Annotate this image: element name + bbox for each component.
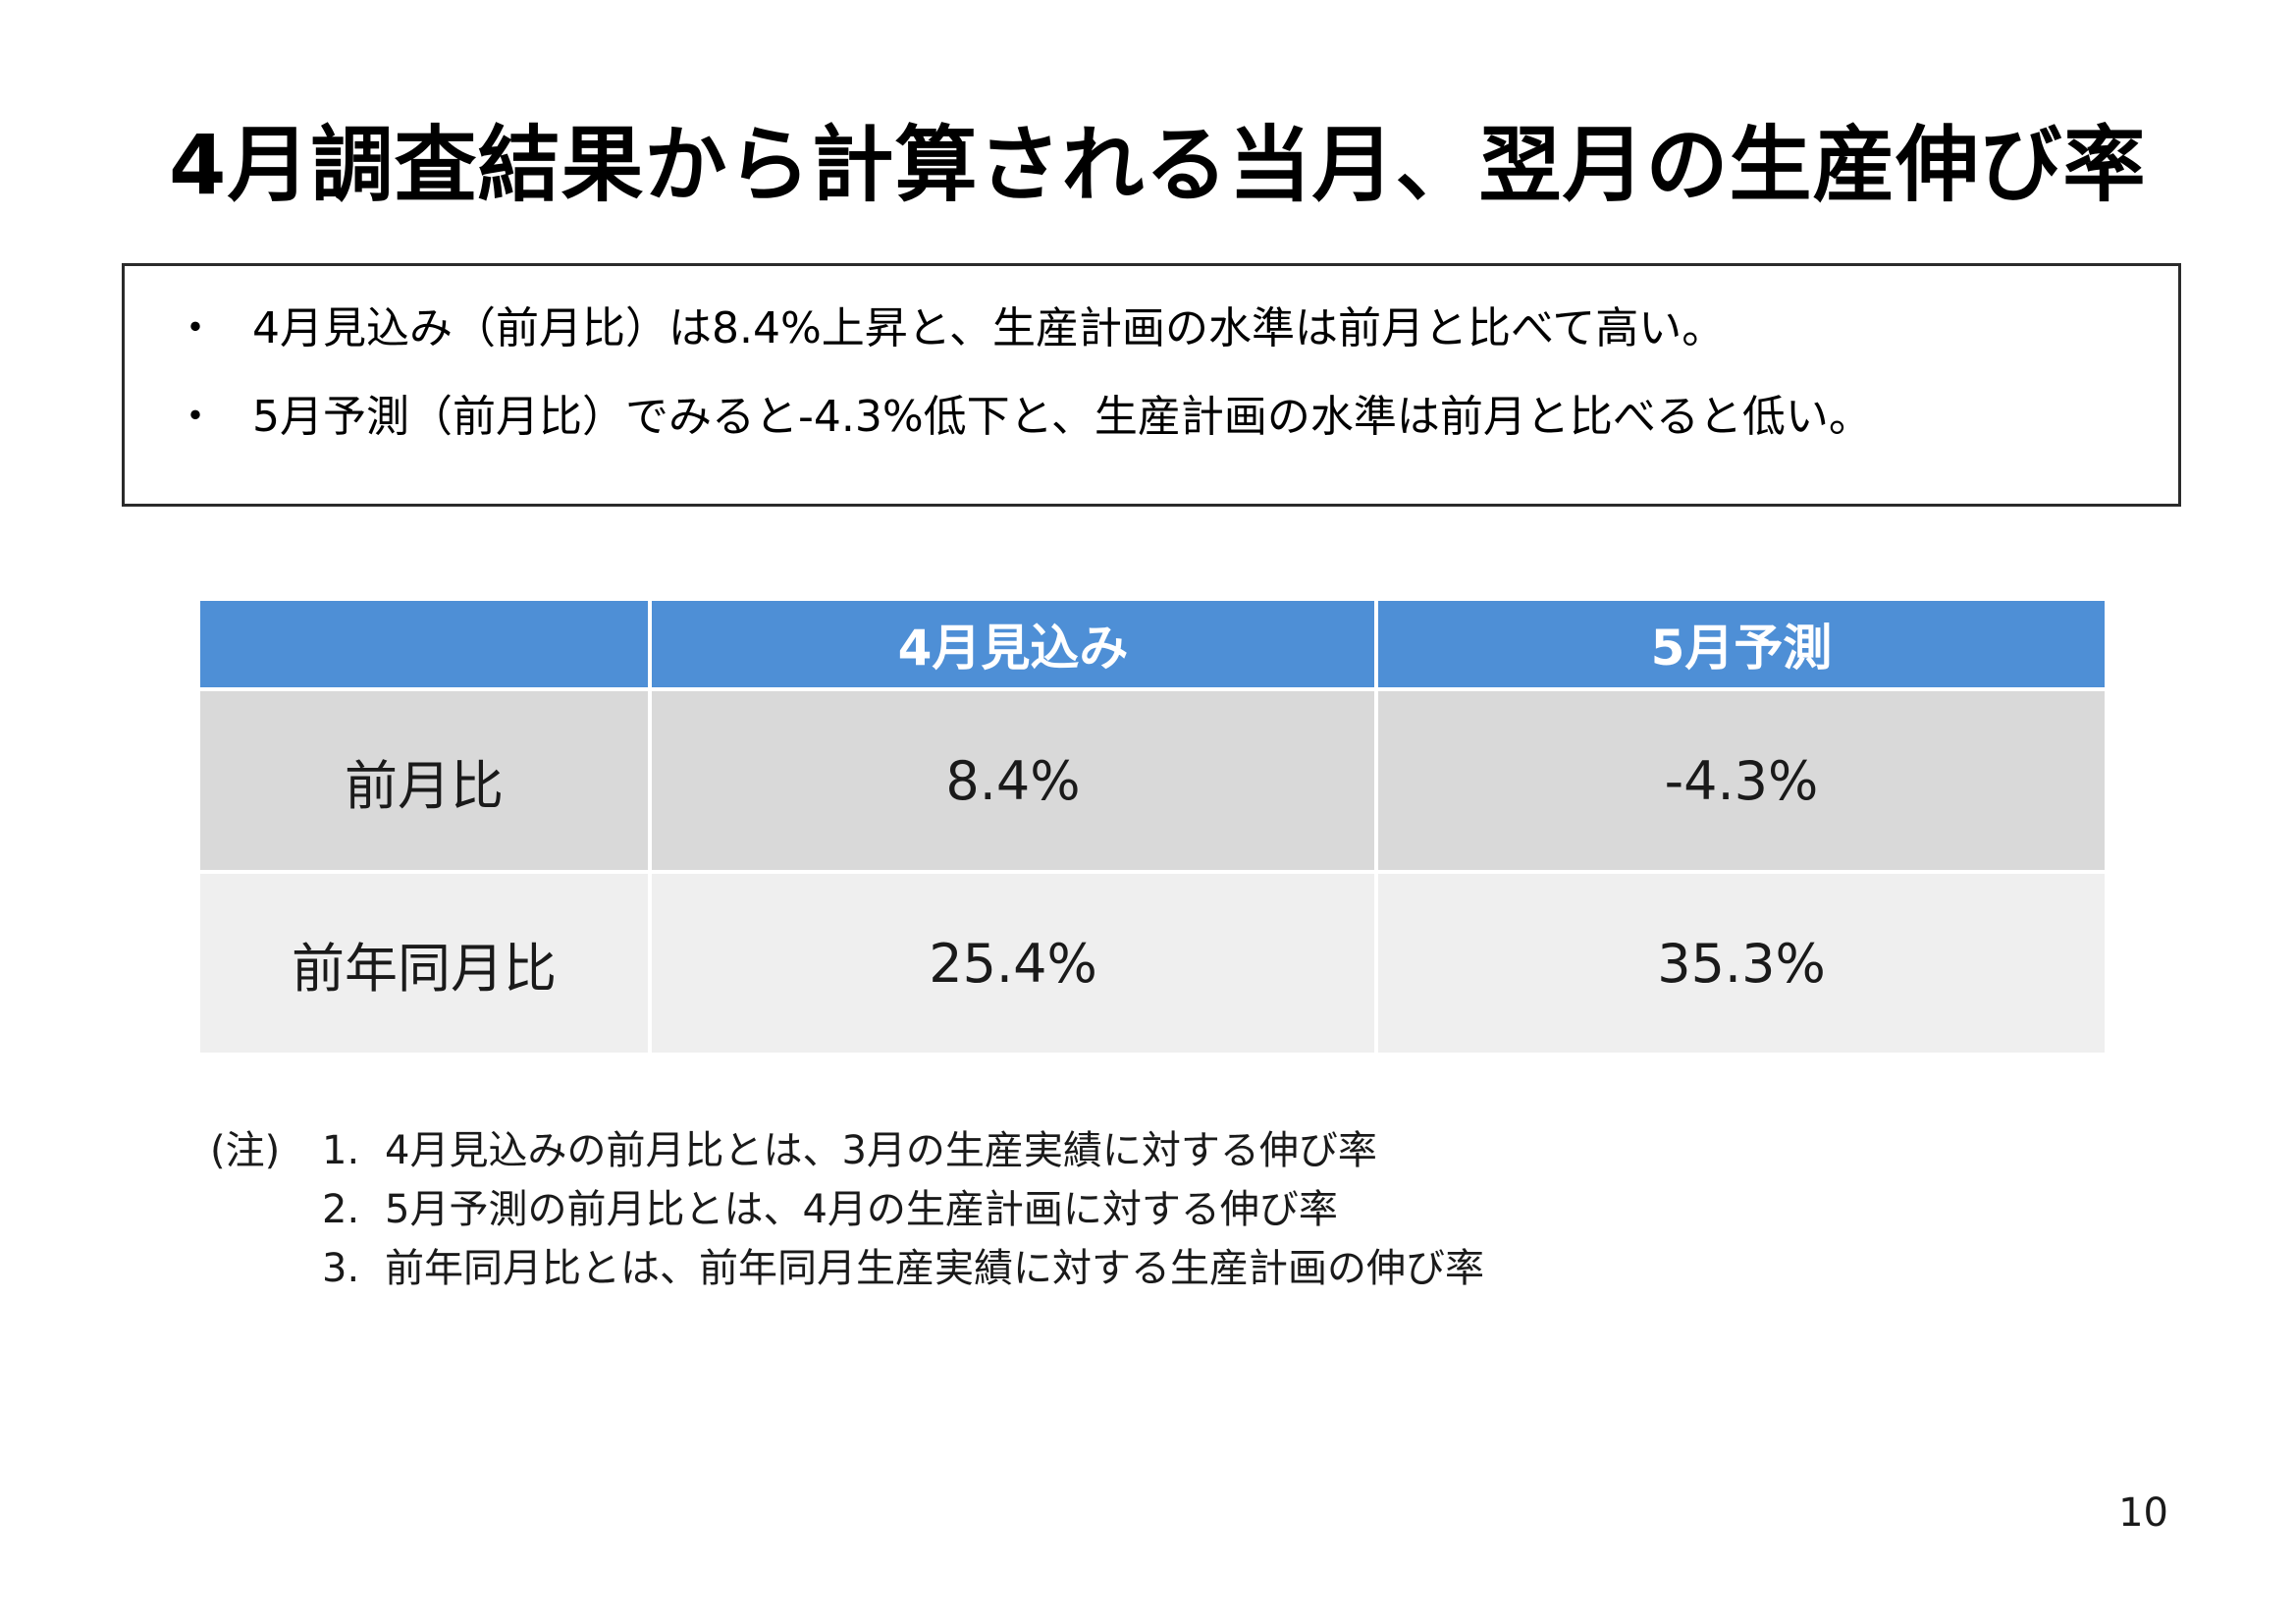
footnote-text: 前年同月比とは、前年同月生産実績に対する生産計画の伸び率 [385,1246,1484,1291]
table-row-label-yoy: 前年同月比 [200,874,648,1053]
bullet-marker: ・ [174,392,217,442]
footnote-line: 2. 5月予測の前月比とは、4月の生産計画に対する伸び率 [210,1180,1484,1239]
summary-bullet: ・ 5月予測（前月比）でみると-4.3%低下と、生産計画の水準は前月と比べると低い… [174,392,1872,444]
footnote-number: 3. [322,1246,360,1291]
summary-bullet: ・ 4月見込み（前月比）は8.4%上昇と、生産計画の水準は前月と比べて高い。 [174,303,1725,355]
table-cell-mom-april: 8.4% [652,691,1374,870]
footnote-prefix: (注) [210,1128,281,1173]
footnote-line: 3. 前年同月比とは、前年同月生産実績に対する生産計画の伸び率 [210,1239,1484,1298]
table-cell-mom-may: -4.3% [1378,691,2105,870]
table-header-may: 5月予測 [1378,601,2105,687]
footnote-number: 2. [322,1187,360,1232]
footnote-number: 1. [322,1128,360,1173]
footnote-text: 4月見込みの前月比とは、3月の生産実績に対する伸び率 [385,1128,1377,1173]
bullet-marker: ・ [174,303,217,353]
footnotes: (注) 1. 4月見込みの前月比とは、3月の生産実績に対する伸び率 2. 5月予測の前… [210,1121,1484,1298]
table-cell-yoy-april: 25.4% [652,874,1374,1053]
table-row-label-mom: 前月比 [200,691,648,870]
page-title: 4月調査結果から計算される当月、翌月の生産伸び率 [169,117,2147,213]
table-header-april: 4月見込み [652,601,1374,687]
footnote-line: (注) 1. 4月見込みの前月比とは、3月の生産実績に対する伸び率 [210,1121,1484,1180]
growth-rate-table: 4月見込み 5月予測 前月比 8.4% -4.3% 前年同月比 25.4% 35… [200,601,2105,1053]
summary-box: ・ 4月見込み（前月比）は8.4%上昇と、生産計画の水準は前月と比べて高い。 ・ 5… [122,263,2181,507]
bullet-text: 5月予測（前月比）でみると-4.3%低下と、生産計画の水準は前月と比べると低い。 [252,392,1872,442]
footnote-text: 5月予測の前月比とは、4月の生産計画に対する伸び率 [385,1187,1338,1232]
bullet-text: 4月見込み（前月比）は8.4%上昇と、生産計画の水準は前月と比べて高い。 [252,303,1726,353]
table-header-empty [200,601,648,687]
page-number: 10 [2118,1490,2168,1536]
table-cell-yoy-may: 35.3% [1378,874,2105,1053]
